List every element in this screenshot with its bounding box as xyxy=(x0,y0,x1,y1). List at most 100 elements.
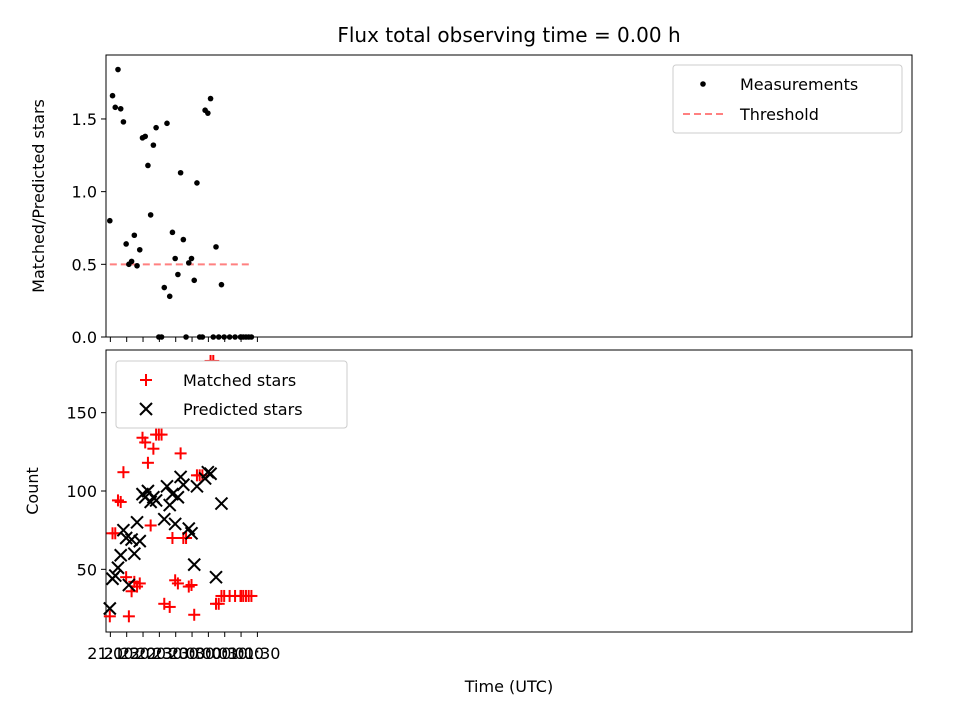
measurement-point xyxy=(161,284,168,291)
measurement-point xyxy=(120,119,127,125)
measurement-point xyxy=(131,232,138,239)
xtick-label: 21:30 xyxy=(104,644,150,663)
legend-predicted-marker xyxy=(139,402,153,416)
measurement-point xyxy=(107,217,113,224)
bottom-legend: Matched stars Predicted stars xyxy=(115,360,348,429)
legend-matched-marker xyxy=(140,374,152,386)
legend-measurements-marker xyxy=(700,81,706,87)
legend-predicted-label: Predicted stars xyxy=(183,400,303,419)
measurement-point xyxy=(153,124,159,131)
measurement-point xyxy=(177,169,184,176)
measurement-point xyxy=(213,244,219,250)
matched-star-point xyxy=(133,577,146,590)
top-ytick-label: 0.0 xyxy=(72,328,97,347)
y-axis-label-count: Count xyxy=(23,467,42,515)
predicted-star-point xyxy=(176,478,191,492)
measurement-point xyxy=(145,162,151,169)
measurement-point xyxy=(128,258,135,265)
predicted-star-point xyxy=(133,534,147,548)
matched-star-point xyxy=(139,436,152,449)
xtick-label: 01:00 xyxy=(218,644,264,663)
measurement-point xyxy=(150,142,157,148)
top-ytick-label: 0.5 xyxy=(72,255,97,274)
matched-star-point xyxy=(147,442,160,455)
matched-star-point xyxy=(144,519,157,532)
measurement-point xyxy=(147,212,154,218)
measurement-point xyxy=(218,281,225,288)
matched-star-point xyxy=(171,577,184,590)
xtick-label: 01:30 xyxy=(234,644,280,663)
matched-star-point xyxy=(111,494,124,507)
measurement-point xyxy=(194,180,200,186)
predicted-star-point xyxy=(160,479,174,494)
top-panel: 0.0 0.5 1.0 1.5 Measurements Threshold xyxy=(72,54,913,347)
bottom-ytick-label: 150 xyxy=(66,404,97,423)
measurement-point xyxy=(175,271,181,278)
measurement-point xyxy=(109,92,116,99)
predicted-star-point xyxy=(203,467,218,481)
measurement-point xyxy=(142,133,149,140)
measurement-point xyxy=(199,334,206,340)
x-axis-label-time: Time (UTC) xyxy=(464,677,553,696)
predicted-star-point xyxy=(111,561,125,575)
measurement-point xyxy=(191,277,198,284)
measurement-point xyxy=(158,334,165,340)
predicted-star-point xyxy=(184,526,199,541)
predicted-star-point xyxy=(187,557,201,572)
predicted-star-point xyxy=(103,601,117,616)
predicted-star-point xyxy=(130,515,144,530)
measurement-point xyxy=(166,293,173,300)
chart-title: Flux total observing time = 0.00 h xyxy=(337,23,680,47)
matched-star-point xyxy=(188,608,201,621)
measurement-point xyxy=(112,104,119,111)
bottom-ytick-label: 50 xyxy=(77,560,97,579)
measurement-point xyxy=(172,255,178,262)
xtick-label: 00:00 xyxy=(185,644,231,663)
matched-star-point xyxy=(212,597,225,610)
measurement-point xyxy=(185,260,192,266)
measurement-point xyxy=(205,110,211,116)
predicted-star-point xyxy=(122,578,136,592)
matched-star-point xyxy=(114,495,127,508)
measurement-point xyxy=(215,334,222,340)
matched-star-point xyxy=(166,532,179,544)
xtick-label: 00:30 xyxy=(202,644,248,663)
bottom-panel: 50 100 150 21:0021:3022:0022:3023:0023:3000… xyxy=(66,349,913,663)
measurement-point xyxy=(180,236,187,243)
measurement-point xyxy=(136,246,143,253)
measurement-point xyxy=(123,241,129,247)
xtick-label: 23:00 xyxy=(153,644,199,663)
matched-star-point xyxy=(163,600,176,613)
predicted-star-point xyxy=(127,546,142,561)
measurement-point xyxy=(207,95,214,102)
xtick-label: 23:30 xyxy=(169,644,215,663)
top-legend: Measurements Threshold xyxy=(672,64,903,134)
measurement-point xyxy=(232,334,238,340)
measurement-point xyxy=(115,66,121,73)
matched-star-point xyxy=(182,580,195,593)
measurement-point xyxy=(248,334,255,340)
predicted-star-point xyxy=(171,490,185,504)
measurement-point xyxy=(117,105,124,112)
predicted-star-point xyxy=(149,493,163,508)
measurement-point xyxy=(183,334,189,340)
matched-star-point xyxy=(185,579,198,591)
matched-star-point xyxy=(155,428,168,441)
xtick-label: 21:00 xyxy=(87,644,133,663)
matched-star-point xyxy=(122,610,135,623)
measurement-point xyxy=(188,255,195,262)
predicted-star-point xyxy=(168,517,182,531)
predicted-star-point xyxy=(214,496,229,511)
matched-star-point xyxy=(117,466,130,479)
top-plot-frame xyxy=(105,54,913,338)
predicted-star-point xyxy=(157,512,171,526)
predicted-star-point xyxy=(108,568,122,583)
measurement-point xyxy=(210,334,217,340)
matched-star-point xyxy=(245,589,258,602)
matched-star-point xyxy=(169,574,182,587)
matched-star-point xyxy=(174,447,187,460)
matched-star-point xyxy=(103,610,116,623)
legend-measurements-label: Measurements xyxy=(740,75,858,94)
matched-star-point xyxy=(141,456,154,469)
